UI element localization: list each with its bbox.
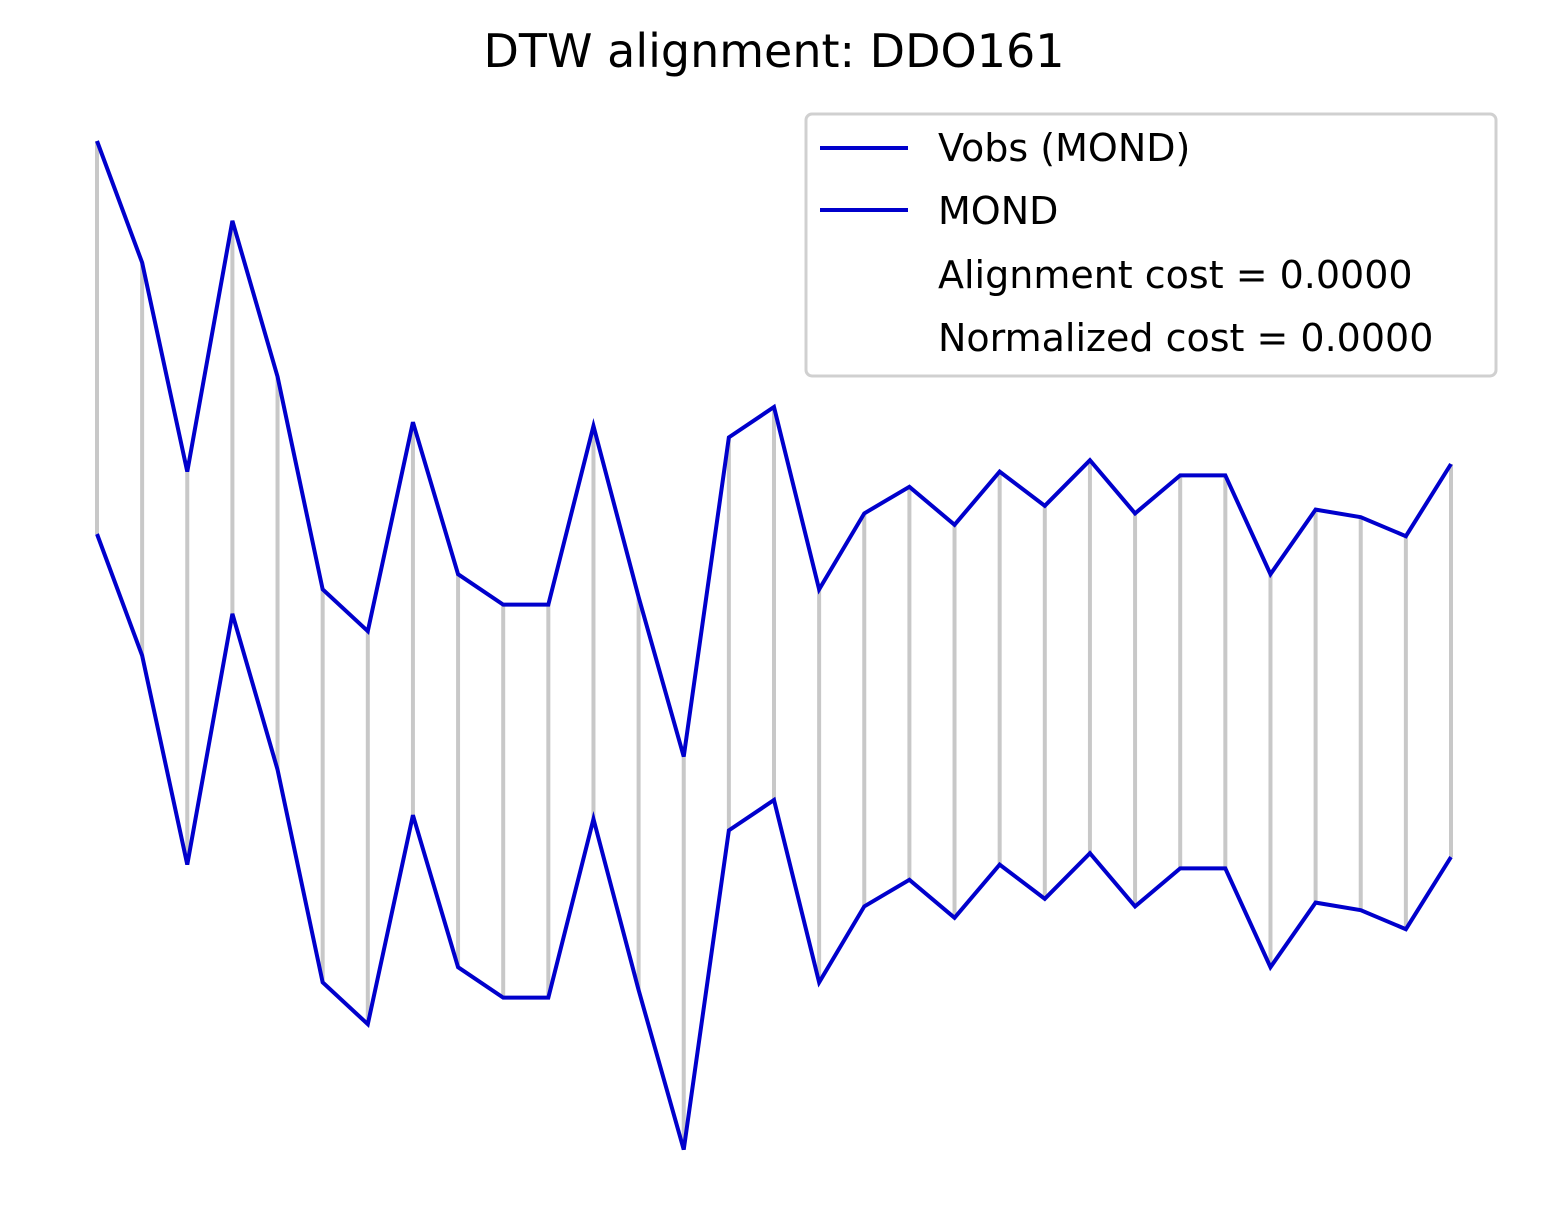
legend-label-mond: MOND	[938, 189, 1058, 233]
chart-title: DTW alignment: DDO161	[484, 24, 1065, 78]
series-lines	[95, 140, 1453, 1151]
legend-label-vobs: Vobs (MOND)	[938, 126, 1190, 170]
legend: Vobs (MOND) MOND Alignment cost = 0.0000…	[804, 112, 1498, 378]
alignment-lines	[95, 141, 1453, 1150]
legend-alignment-cost: Alignment cost = 0.0000	[938, 253, 1413, 297]
series-line-mond	[95, 533, 1453, 1151]
legend-frame	[804, 112, 1498, 378]
legend-normalized-cost: Normalized cost = 0.0000	[938, 316, 1433, 360]
series-line-vobs	[95, 140, 1453, 758]
